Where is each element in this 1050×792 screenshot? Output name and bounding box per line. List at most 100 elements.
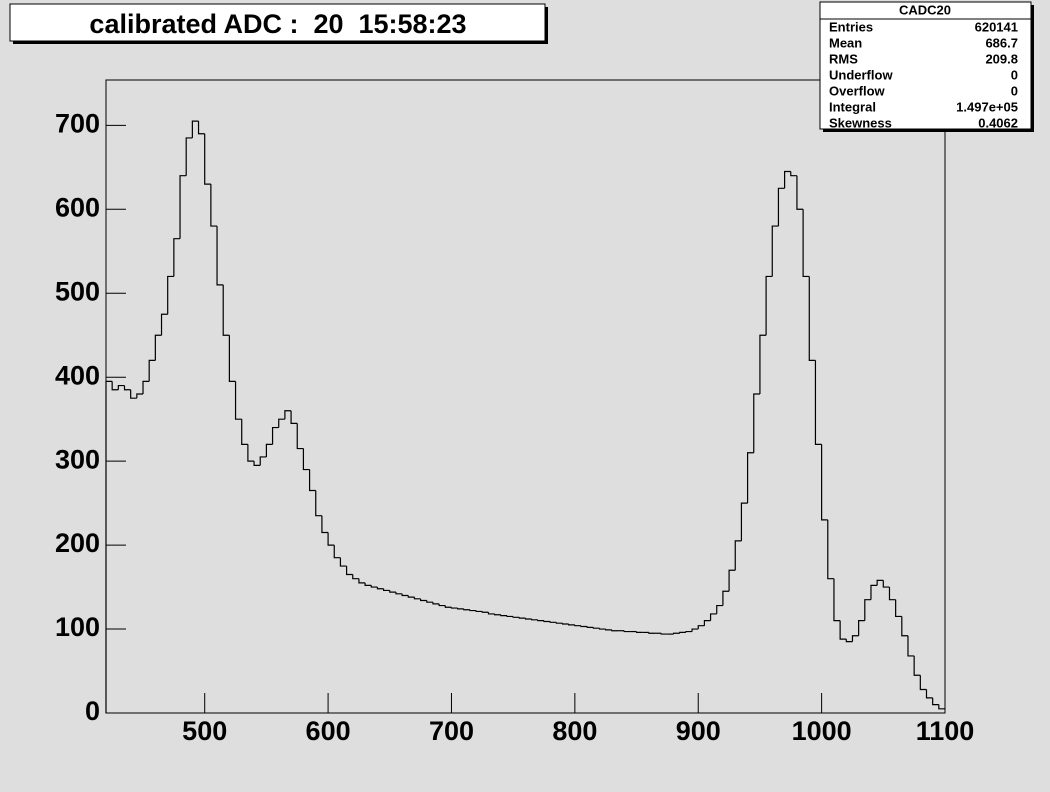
histogram-bin [814,360,822,445]
histogram-bin [222,284,230,336]
histogram-bin [549,621,557,623]
histogram-bin [543,620,551,623]
stats-value: 1.497e+05 [956,99,1018,114]
histogram-bin [759,334,767,394]
histogram-bin [142,380,150,394]
histogram-bin [864,599,871,621]
histogram-bin [438,603,446,607]
histogram-bin [537,619,545,622]
histogram-bin [685,630,693,633]
histogram-bin [315,490,322,517]
histogram-bin [185,137,193,176]
histogram-bin [623,630,631,633]
y-tick-label: 700 [55,108,100,138]
histogram-bin [882,580,890,588]
histogram-bin [728,569,736,592]
histogram-bin [444,605,452,608]
histogram-bin [697,625,705,630]
histogram-bin [734,540,742,571]
x-tick-label: 1100 [916,716,975,746]
histogram-bin [827,519,834,580]
histogram-bin [345,566,353,576]
histogram-bin [154,334,162,361]
histogram-bin [771,225,779,277]
y-tick-label: 600 [55,192,100,222]
histogram-bin [586,626,594,628]
histogram-bin [191,120,199,138]
histogram-bin [308,469,316,492]
x-tick-label: 1000 [792,716,852,746]
stats-label: Underflow [829,67,893,82]
histogram-bin [802,209,810,278]
x-tick-label: 700 [429,716,474,746]
histogram-bin [167,275,174,315]
histogram-bin [160,313,168,336]
histogram-bin [598,628,606,630]
histogram-bin [580,625,588,628]
histogram-bin [938,704,945,710]
histogram-bin [376,587,384,590]
histogram-bin [105,380,113,713]
histogram-bin [469,609,477,612]
histogram-bin [777,187,785,227]
histogram-bin [901,616,908,637]
histogram-bin [506,615,514,618]
stats-label: Mean [829,35,862,50]
stats-box [819,1,1032,130]
y-tick-label: 400 [55,360,100,390]
histogram-bin [278,418,285,428]
histogram-bin [839,620,847,640]
histogram-bin [173,238,181,277]
histogram-bin [111,381,119,391]
histogram-bin [179,175,187,239]
histogram-bin [611,629,619,632]
histogram-bin [210,184,218,227]
stats-label: Entries [829,19,873,34]
histogram-bin [648,632,656,634]
stats-title: CADC20 [899,2,951,17]
histogram-bin [691,628,699,632]
histogram-bin [259,456,267,466]
histogram-bin [765,275,773,336]
stats-value: 686.7 [985,35,1018,50]
histogram-bin [790,171,797,177]
histogram-bin [136,393,144,399]
histogram-bin [148,359,156,382]
stats-label: Skewness [829,115,892,130]
histogram-bin [703,620,711,626]
histogram-bin [321,515,329,534]
histogram-bin [370,585,378,588]
histogram-bin [808,276,816,362]
histogram-bin [679,631,686,634]
stats-value: 0 [1011,67,1018,82]
y-tick-label: 100 [55,612,100,642]
histogram-bin [420,598,427,602]
histogram-bin [271,426,279,445]
stats-rows: Entries 620141 Mean 686.7 RMS 209.8 Underflow 0… [829,19,1018,130]
histogram-bin [241,419,248,445]
histogram-bin [463,608,470,611]
x-tick-label: 600 [306,716,351,746]
histogram-bin [784,170,791,189]
histogram-bin [716,604,723,614]
histogram-bin [500,614,507,617]
histogram-bin [383,588,390,592]
histogram-bin [494,613,501,616]
histogram-bin [531,618,538,621]
y-tick-label: 300 [55,444,100,474]
histogram-bin [247,444,255,462]
histogram-bin [234,381,242,420]
histogram-bin [512,616,520,618]
histogram-bin [524,618,532,620]
x-tick-label: 800 [552,716,597,746]
histogram-bin [395,592,403,595]
plot-frame [105,79,946,714]
histogram-bin [821,444,828,521]
histogram-bin [401,593,409,597]
histogram-bin [555,622,563,624]
histogram-bin [228,335,236,382]
histogram-bin [407,595,415,598]
histogram-bin [284,410,292,420]
histogram-bin [858,620,865,636]
histogram-bin [364,582,372,586]
